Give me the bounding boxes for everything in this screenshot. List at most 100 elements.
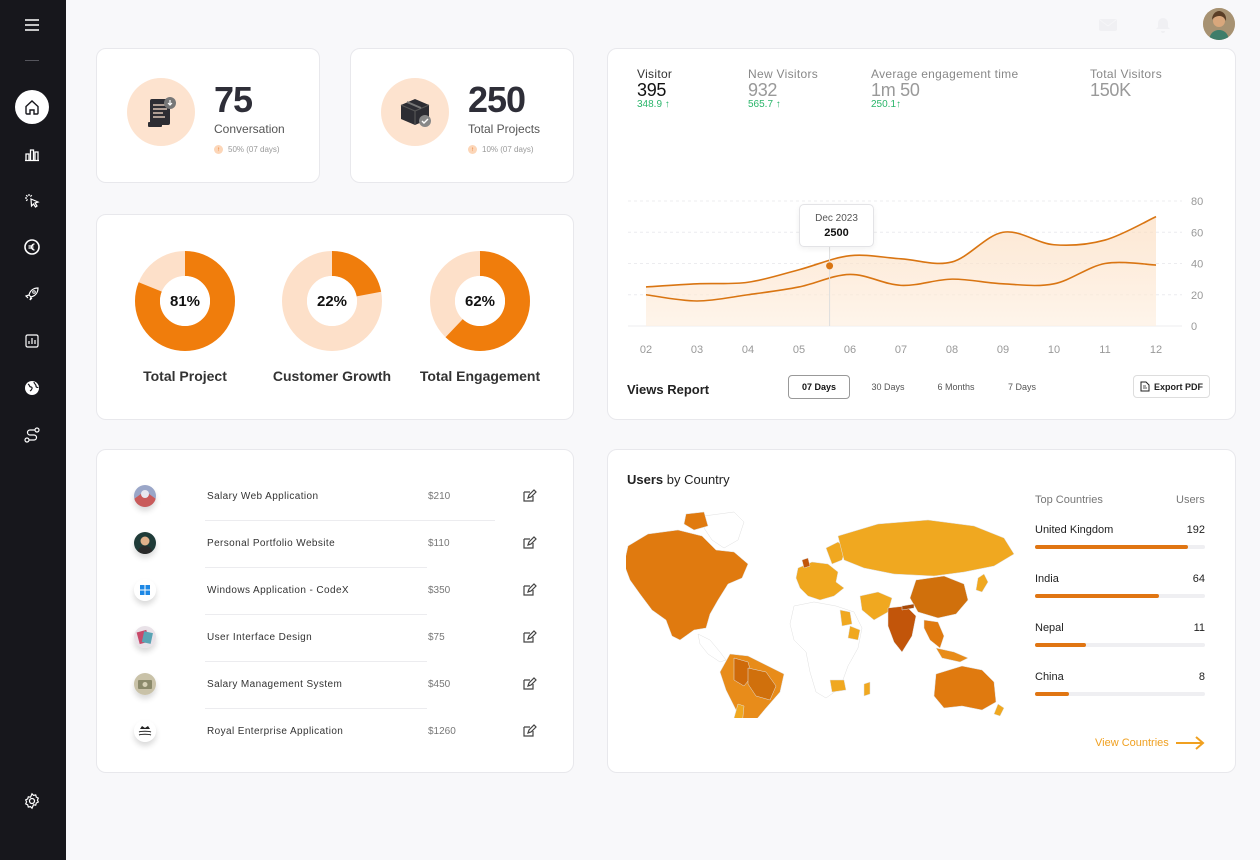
stat-change-text: 10% (07 days) bbox=[482, 145, 534, 154]
country-bar-fill bbox=[1035, 594, 1160, 598]
donut-chart bbox=[135, 251, 235, 351]
donut-arc bbox=[430, 251, 530, 351]
arrow-up-icon: ↑ bbox=[468, 145, 477, 154]
arrow-right-icon bbox=[1175, 736, 1205, 750]
country-name: China bbox=[1035, 671, 1064, 683]
export-pdf-button[interactable]: Export PDF bbox=[1133, 375, 1210, 398]
project-avatar bbox=[134, 485, 156, 507]
visitor-stat-change: 348.9 ↑ bbox=[637, 99, 670, 110]
route-icon[interactable] bbox=[15, 418, 49, 452]
edit-icon[interactable] bbox=[521, 582, 537, 598]
stat-card-conversation: 75 Conversation ↑ 50% (07 days) bbox=[96, 48, 320, 183]
view-countries-label: View Countries bbox=[1095, 737, 1169, 749]
row-divider bbox=[205, 520, 495, 521]
list-item[interactable]: Windows Application - CodeX $350 bbox=[131, 567, 571, 615]
y-tick-label: 40 bbox=[1191, 259, 1203, 271]
x-tick-label: 05 bbox=[793, 344, 805, 356]
country-row-china: China 8 bbox=[1035, 671, 1205, 696]
project-price: $350 bbox=[428, 585, 451, 596]
globe-icon[interactable] bbox=[15, 371, 49, 405]
user-avatar[interactable] bbox=[1203, 8, 1235, 40]
project-price: $1260 bbox=[428, 726, 456, 737]
donut-chart bbox=[430, 251, 530, 351]
visitor-stat-label: Average engagement time bbox=[871, 67, 1019, 81]
visitor-stat-value: 395 bbox=[637, 80, 667, 100]
range-7-days-button[interactable]: 7 Days bbox=[1007, 382, 1036, 392]
donut-hole bbox=[160, 276, 210, 326]
x-tick-label: 07 bbox=[895, 344, 907, 356]
stat-label: Total Projects bbox=[468, 122, 541, 136]
project-name: User Interface Design bbox=[207, 632, 313, 643]
project-name: Windows Application - CodeX bbox=[207, 585, 349, 596]
project-price: $450 bbox=[428, 679, 451, 690]
country-name: United Kingdom bbox=[1035, 524, 1114, 536]
stat-change: ↑ 50% (07 days) bbox=[214, 145, 280, 154]
country-row-india: India 64 bbox=[1035, 573, 1205, 598]
project-name: Salary Web Application bbox=[207, 491, 319, 502]
report-icon[interactable] bbox=[15, 324, 49, 358]
visitor-stat-value: 150K bbox=[1090, 80, 1131, 100]
gear-icon[interactable] bbox=[15, 784, 49, 818]
view-countries-link[interactable]: View Countries bbox=[1095, 736, 1205, 750]
stat-change: ↑ 10% (07 days) bbox=[468, 145, 534, 154]
home-icon[interactable] bbox=[15, 90, 49, 124]
range-30-days-button[interactable]: 30 Days bbox=[871, 382, 905, 392]
rocket-icon[interactable] bbox=[15, 277, 49, 311]
list-item[interactable]: Salary Management System $450 bbox=[131, 661, 571, 709]
country-row-united-kingdom: United Kingdom 192 bbox=[1035, 524, 1205, 549]
edit-icon[interactable] bbox=[521, 535, 537, 551]
range-07-days-button[interactable]: 07 Days bbox=[788, 375, 850, 399]
donut-hole bbox=[455, 276, 505, 326]
visitor-stat-label: New Visitors bbox=[748, 67, 819, 81]
mail-icon[interactable] bbox=[1097, 14, 1119, 36]
menu-icon[interactable] bbox=[15, 8, 49, 42]
bar-chart-icon[interactable] bbox=[15, 137, 49, 171]
arrow-up-icon: ↑ bbox=[214, 145, 223, 154]
users-by-country-title: Users by Country bbox=[627, 472, 730, 487]
x-tick-label: 11 bbox=[1099, 344, 1110, 356]
x-tick-label: 04 bbox=[742, 344, 754, 356]
x-tick-label: 03 bbox=[691, 344, 703, 356]
visitor-stat-value: 1m 50 bbox=[871, 80, 920, 100]
y-tick-label: 20 bbox=[1191, 290, 1203, 302]
euro-icon[interactable] bbox=[15, 230, 49, 264]
visitors-card: Visitor 395 348.9 ↑ New Visitors 932 565… bbox=[607, 48, 1236, 420]
box-check-icon bbox=[381, 78, 449, 146]
project-avatar bbox=[134, 579, 156, 601]
edit-icon[interactable] bbox=[521, 676, 537, 692]
visitor-stat-label: Total Visitors bbox=[1090, 67, 1163, 81]
country-users: 8 bbox=[1198, 671, 1205, 683]
visitor-stat-change: 250.1↑ bbox=[871, 99, 902, 110]
edit-icon[interactable] bbox=[521, 629, 537, 645]
tooltip-value: 2500 bbox=[824, 227, 849, 239]
title-bold: Users bbox=[627, 472, 664, 487]
project-name: Personal Portfolio Website bbox=[207, 538, 336, 549]
list-item[interactable]: Royal Enterprise Application $1260 bbox=[131, 708, 571, 756]
edit-icon[interactable] bbox=[521, 723, 537, 739]
visitor-stat-label: Visitor bbox=[637, 67, 673, 81]
progress-donuts-card: 81% Total Project 22% Customer Growth 62… bbox=[96, 214, 574, 420]
list-item[interactable]: User Interface Design $75 bbox=[131, 614, 571, 662]
row-divider bbox=[205, 661, 427, 662]
project-avatar bbox=[134, 532, 156, 554]
export-pdf-label: Export PDF bbox=[1153, 381, 1203, 392]
row-divider bbox=[205, 567, 427, 568]
range-6-months-button[interactable]: 6 Months bbox=[937, 382, 975, 392]
donut-value: 62% bbox=[464, 292, 496, 310]
donut-arc bbox=[135, 251, 235, 351]
cursor-click-icon[interactable] bbox=[15, 184, 49, 218]
top-countries-header: Top Countries bbox=[1035, 494, 1103, 506]
donut-arc bbox=[282, 251, 382, 351]
x-tick-label: 10 bbox=[1048, 344, 1060, 356]
bell-icon[interactable] bbox=[1152, 14, 1174, 36]
x-tick-label: 06 bbox=[844, 344, 856, 356]
country-bar bbox=[1035, 643, 1205, 647]
tooltip-date: Dec 2023 bbox=[815, 213, 858, 224]
y-tick-label: 60 bbox=[1191, 227, 1203, 239]
edit-icon[interactable] bbox=[521, 488, 537, 504]
x-tick-label: 02 bbox=[640, 344, 652, 356]
y-tick-label: 0 bbox=[1191, 321, 1197, 333]
country-row-nepal: Nepal 11 bbox=[1035, 622, 1205, 647]
list-item[interactable]: Salary Web Application $210 bbox=[131, 473, 571, 521]
list-item[interactable]: Personal Portfolio Website $110 bbox=[131, 520, 571, 568]
